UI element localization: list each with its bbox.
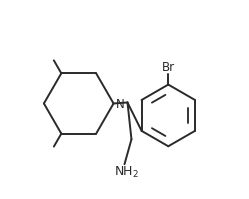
Text: Br: Br: [162, 61, 175, 74]
Text: NH$_2$: NH$_2$: [114, 165, 139, 180]
Text: N: N: [116, 98, 125, 111]
